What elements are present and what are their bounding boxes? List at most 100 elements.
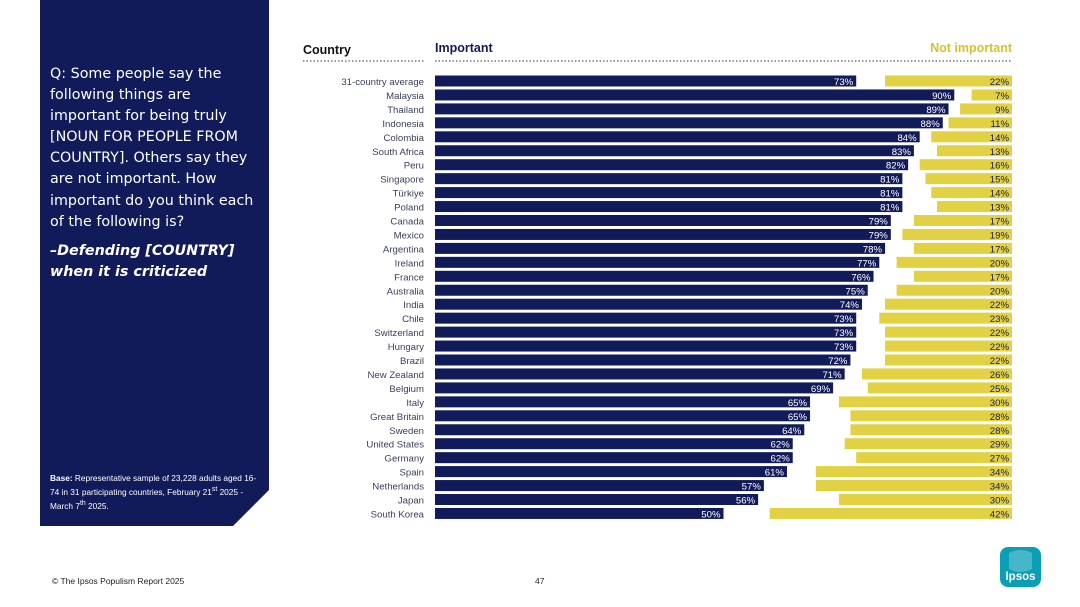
country-label: Spain [399, 468, 424, 479]
base-mid: 2025 - March 7 [50, 486, 244, 511]
statement-text: –Defending [COUNTRY] when it is criticiz… [50, 243, 235, 281]
country-label: Peru [404, 161, 424, 172]
country-label: Japan [398, 496, 424, 507]
header-not-important: Not important [930, 41, 1013, 55]
important-bar [435, 131, 920, 143]
important-value-label: 65% [788, 412, 808, 423]
important-value-label: 73% [834, 314, 854, 325]
important-value-label: 79% [869, 217, 889, 228]
not-important-bar [850, 424, 1012, 436]
important-value-label: 65% [788, 398, 808, 409]
important-bar [435, 159, 909, 171]
not-important-value-label: 28% [990, 412, 1010, 423]
country-label: Singapore [380, 175, 424, 186]
not-important-bar [815, 466, 1012, 478]
header-country: Country [303, 43, 351, 57]
not-important-value-label: 20% [990, 258, 1010, 269]
not-important-value-label: 30% [990, 398, 1010, 409]
important-bar [435, 201, 903, 213]
important-bar [435, 368, 845, 380]
not-important-bar [948, 117, 1012, 129]
not-important-value-label: 34% [990, 482, 1010, 493]
not-important-value-label: 22% [990, 342, 1010, 353]
not-important-bar [896, 256, 1012, 268]
important-value-label: 81% [880, 189, 900, 200]
not-important-bar [879, 312, 1012, 324]
important-bar [435, 382, 834, 394]
important-value-label: 88% [921, 119, 941, 130]
not-important-value-label: 14% [990, 133, 1010, 144]
country-label: Ireland [395, 258, 424, 269]
important-bar [435, 312, 857, 324]
not-important-value-label: 28% [990, 426, 1010, 437]
important-bar [435, 480, 764, 492]
not-important-bar [902, 228, 1012, 240]
not-important-bar [885, 75, 1012, 87]
question-text: Q: Some people say the following things … [50, 66, 254, 230]
not-important-bar [913, 215, 1012, 226]
base-label: Base: [50, 473, 73, 483]
not-important-bar [919, 159, 1012, 171]
not-important-value-label: 15% [990, 175, 1010, 186]
not-important-value-label: 30% [990, 496, 1010, 507]
important-bar [435, 117, 943, 129]
important-bar [435, 466, 787, 478]
important-bar [435, 438, 793, 450]
country-label: Netherlands [372, 482, 424, 493]
not-important-bar [913, 242, 1012, 254]
not-important-bar [769, 507, 1012, 519]
important-bar [435, 242, 886, 254]
important-value-label: 75% [846, 286, 866, 297]
base-note: Base: Representative sample of 23,228 ad… [50, 472, 262, 512]
ipsos-logo: Ipsos [1000, 547, 1041, 587]
not-important-bar [960, 103, 1012, 115]
important-value-label: 76% [851, 272, 871, 283]
ipsos-logo-text: Ipsos [1005, 571, 1035, 583]
not-important-value-label: 26% [990, 370, 1010, 381]
country-label: Sweden [389, 426, 424, 437]
important-bar [435, 256, 880, 268]
bar-chart: Country Important Not important 31-count… [303, 41, 1013, 520]
important-value-label: 69% [811, 384, 831, 395]
not-important-bar [931, 131, 1012, 143]
important-value-label: 82% [886, 161, 906, 172]
not-important-bar [856, 452, 1012, 464]
country-label: Brazil [400, 356, 424, 367]
country-label: Canada [390, 217, 424, 228]
important-bar [435, 145, 914, 157]
not-important-value-label: 42% [990, 509, 1010, 520]
not-important-value-label: 14% [990, 189, 1010, 200]
important-value-label: 78% [863, 244, 883, 255]
not-important-value-label: 34% [990, 468, 1010, 479]
important-bar [435, 173, 903, 185]
not-important-bar [936, 201, 1012, 213]
important-bar [435, 103, 949, 115]
important-value-label: 71% [822, 370, 842, 381]
important-value-label: 84% [897, 133, 917, 144]
important-bar [435, 215, 891, 226]
important-value-label: 81% [880, 175, 900, 186]
country-label: India [403, 300, 424, 311]
important-bar [435, 75, 857, 87]
country-label: Switzerland [374, 328, 424, 339]
important-bar [435, 270, 874, 282]
not-important-bar [913, 270, 1012, 282]
important-bar [435, 424, 805, 436]
not-important-bar [838, 396, 1012, 408]
not-important-bar [885, 354, 1012, 366]
important-bar [435, 326, 857, 338]
country-label: South Korea [371, 509, 425, 520]
country-label: South Africa [372, 147, 424, 158]
base-sup-2: th [79, 499, 86, 507]
not-important-bar [931, 187, 1012, 199]
important-value-label: 73% [834, 342, 854, 353]
important-bar [435, 396, 811, 408]
important-value-label: 73% [834, 328, 854, 339]
important-bar [435, 89, 955, 101]
country-label: 31-country average [341, 77, 424, 88]
important-value-label: 62% [771, 454, 791, 465]
important-bar [435, 452, 793, 464]
not-important-bar [850, 410, 1012, 422]
important-value-label: 90% [932, 91, 952, 102]
not-important-bar [815, 480, 1012, 492]
